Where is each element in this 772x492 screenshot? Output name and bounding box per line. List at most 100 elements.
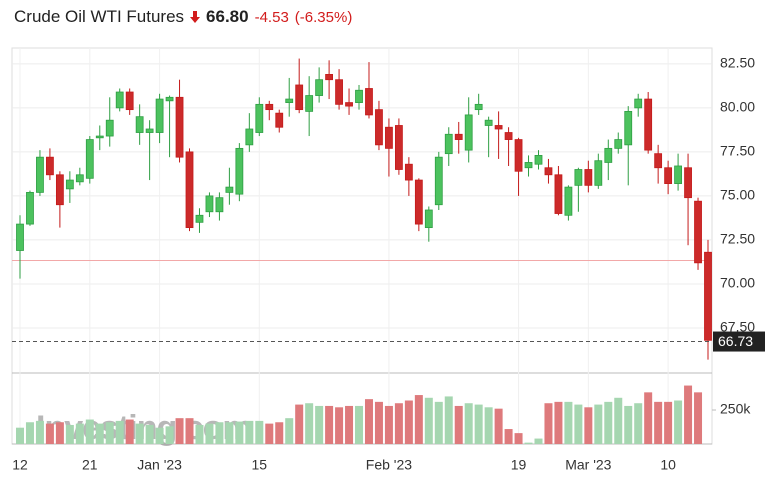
candle-body	[235, 147, 244, 195]
down-arrow	[190, 11, 201, 23]
candle-body	[514, 139, 523, 172]
volume-bar	[235, 421, 244, 444]
candle-body	[175, 96, 184, 158]
candle-body	[404, 163, 413, 181]
volume-bar	[634, 403, 643, 444]
candle-body	[434, 156, 443, 206]
candle-body	[265, 103, 274, 111]
candle-body	[604, 147, 613, 163]
volume-bar	[315, 405, 324, 444]
candle-body	[464, 114, 473, 151]
candle-body	[424, 209, 433, 229]
candle-body	[594, 160, 603, 186]
volume-bar	[604, 401, 613, 444]
y-tick-label: 75.00	[720, 187, 755, 203]
candle-body	[454, 133, 463, 140]
candle-body	[215, 197, 224, 213]
y-tick-label: 77.50	[720, 143, 755, 159]
candle-body	[474, 103, 483, 111]
volume-bar	[295, 404, 304, 444]
volume-bar	[185, 418, 194, 444]
volume-bar	[285, 418, 294, 444]
volume-bar	[664, 401, 673, 444]
volume-bar	[75, 423, 84, 444]
candle-body	[225, 186, 234, 193]
candle-body	[75, 174, 84, 183]
volume-bar	[255, 420, 264, 444]
candle-body	[704, 251, 712, 341]
candle-body	[694, 200, 702, 264]
candle-body	[16, 223, 24, 251]
volume-bar	[684, 385, 693, 444]
volume-bar	[95, 423, 104, 444]
candle-body	[85, 139, 94, 179]
volume-bar	[454, 405, 463, 444]
candle-body	[195, 214, 204, 223]
candle-body	[305, 95, 314, 112]
volume-bar	[205, 423, 214, 444]
candle-body	[504, 132, 513, 140]
volume-bar	[644, 392, 653, 444]
volume-bar	[175, 418, 184, 444]
candle-body	[105, 119, 114, 137]
volume-bar	[265, 423, 274, 444]
candle-body	[205, 195, 214, 213]
candle-body	[125, 91, 134, 111]
volume-bar	[674, 400, 683, 444]
candle-body	[574, 169, 583, 186]
volume-bar	[145, 424, 154, 444]
volume-bar	[614, 397, 623, 444]
y-tick-label: 80.00	[720, 99, 755, 115]
volume-bar	[394, 403, 403, 444]
x-tick-label: 19	[511, 457, 527, 473]
y-tick-label: 70.00	[720, 275, 755, 291]
volume-bar	[524, 442, 533, 444]
y-tick-label: 72.50	[720, 231, 755, 247]
volume-bar	[504, 429, 513, 444]
candle-body	[355, 89, 363, 103]
candle-body	[245, 128, 254, 146]
volume-bar	[474, 404, 483, 444]
candle-body	[285, 98, 294, 103]
volume-bar	[195, 424, 204, 444]
volume-bar	[325, 405, 334, 444]
volume-bar	[345, 405, 354, 444]
volume-bar	[404, 400, 413, 444]
candle-body	[295, 84, 304, 111]
volume-bar	[115, 420, 124, 444]
candle-body	[155, 98, 164, 133]
volume-bar	[444, 396, 453, 444]
candle-body	[95, 135, 104, 139]
candle-body	[634, 98, 643, 109]
volume-bar	[534, 438, 543, 444]
volume-bar	[414, 395, 423, 444]
volume-bar	[514, 433, 523, 444]
volume-bar	[464, 403, 473, 444]
volume-bar	[494, 408, 503, 444]
volume-bar	[25, 422, 34, 444]
volume-bar	[355, 405, 364, 444]
volume-bar	[424, 397, 433, 444]
volume-bar	[305, 403, 314, 444]
volume-tick-label: 250k	[720, 401, 751, 417]
candle-body	[674, 165, 682, 184]
volume-bar	[434, 401, 443, 444]
volume-bar	[335, 407, 344, 444]
volume-bar	[384, 405, 393, 444]
volume-bar	[275, 422, 284, 444]
volume-bar	[594, 404, 603, 444]
candle-body	[644, 98, 653, 151]
x-tick-label: 15	[252, 457, 268, 473]
volume-bar	[694, 392, 703, 444]
candle-body	[414, 179, 423, 225]
candle-body	[135, 116, 144, 133]
x-tick-label: 21	[82, 457, 98, 473]
volume-bar	[125, 419, 134, 444]
candle-body	[664, 167, 673, 184]
candle-body	[444, 133, 453, 155]
candle-body	[484, 119, 493, 126]
volume-bar	[165, 426, 174, 444]
last-price: 66.80	[206, 7, 249, 26]
change-percent: (-6.35%)	[294, 8, 353, 26]
